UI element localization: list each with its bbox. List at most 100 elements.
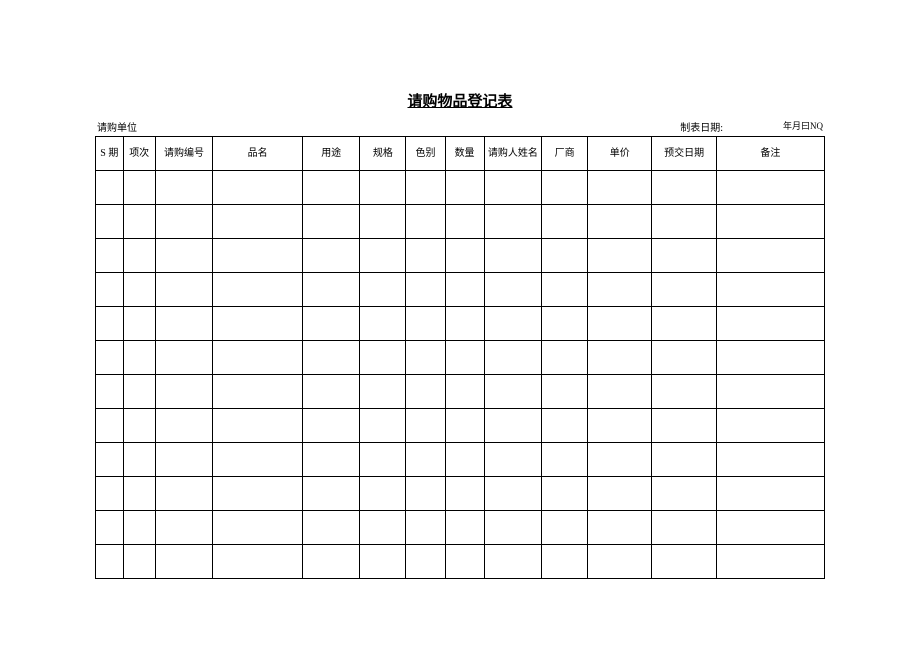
table-cell xyxy=(302,545,359,579)
table-cell xyxy=(96,409,124,443)
table-cell xyxy=(716,443,824,477)
table-cell xyxy=(360,171,406,205)
table-cell xyxy=(652,443,716,477)
document-title: 请购物品登记表 xyxy=(95,90,825,111)
table-cell xyxy=(96,205,124,239)
table-cell xyxy=(155,341,212,375)
table-cell xyxy=(588,375,652,409)
table-cell xyxy=(484,307,541,341)
table-cell xyxy=(445,545,484,579)
date-value: 年月曰NQ xyxy=(783,119,823,134)
table-cell xyxy=(588,307,652,341)
date-label: 制表日期: xyxy=(680,119,723,134)
table-cell xyxy=(155,171,212,205)
table-cell xyxy=(542,545,588,579)
table-row xyxy=(96,341,825,375)
table-cell xyxy=(360,341,406,375)
table-cell xyxy=(213,545,303,579)
table-cell xyxy=(123,375,155,409)
table-row xyxy=(96,375,825,409)
table-cell xyxy=(445,341,484,375)
table-cell xyxy=(123,239,155,273)
table-cell xyxy=(652,205,716,239)
table-cell xyxy=(484,273,541,307)
table-cell xyxy=(588,409,652,443)
header-row: 请购单位 制表日期: 年月曰NQ xyxy=(95,119,825,134)
table-cell xyxy=(484,375,541,409)
table-cell xyxy=(406,409,445,443)
table-cell xyxy=(542,307,588,341)
table-cell xyxy=(716,341,824,375)
table-cell xyxy=(406,341,445,375)
table-row xyxy=(96,511,825,545)
table-cell xyxy=(716,273,824,307)
table-cell xyxy=(213,239,303,273)
table-cell xyxy=(406,239,445,273)
table-cell xyxy=(96,273,124,307)
table-cell xyxy=(542,477,588,511)
table-cell xyxy=(652,171,716,205)
table-cell xyxy=(542,171,588,205)
table-cell xyxy=(96,239,124,273)
table-cell xyxy=(302,511,359,545)
table-row xyxy=(96,273,825,307)
table-cell xyxy=(652,341,716,375)
table-row xyxy=(96,443,825,477)
table-cell xyxy=(96,341,124,375)
table-row xyxy=(96,239,825,273)
table-cell xyxy=(716,545,824,579)
table-cell xyxy=(213,273,303,307)
table-cell xyxy=(588,273,652,307)
table-cell xyxy=(360,307,406,341)
table-cell xyxy=(445,273,484,307)
table-cell xyxy=(445,171,484,205)
table-cell xyxy=(406,307,445,341)
table-row xyxy=(96,205,825,239)
table-cell xyxy=(652,409,716,443)
table-cell xyxy=(213,341,303,375)
table-cell xyxy=(484,409,541,443)
table-cell xyxy=(484,443,541,477)
table-cell xyxy=(652,375,716,409)
column-header-10: 单价 xyxy=(588,137,652,171)
table-cell xyxy=(123,341,155,375)
table-cell xyxy=(360,511,406,545)
table-cell xyxy=(588,239,652,273)
table-cell xyxy=(588,477,652,511)
table-row xyxy=(96,545,825,579)
table-cell xyxy=(588,205,652,239)
column-header-11: 预交日期 xyxy=(652,137,716,171)
table-cell xyxy=(155,477,212,511)
document-content: 请购物品登记表 请购单位 制表日期: 年月曰NQ S 期项次请购编号品名用途规格… xyxy=(95,90,825,579)
table-cell xyxy=(484,205,541,239)
column-header-2: 请购编号 xyxy=(155,137,212,171)
table-cell xyxy=(588,171,652,205)
column-header-3: 品名 xyxy=(213,137,303,171)
table-cell xyxy=(652,239,716,273)
table-cell xyxy=(155,375,212,409)
table-cell xyxy=(302,273,359,307)
column-header-5: 规格 xyxy=(360,137,406,171)
table-cell xyxy=(360,273,406,307)
table-cell xyxy=(155,307,212,341)
table-cell xyxy=(360,375,406,409)
table-cell xyxy=(652,545,716,579)
table-cell xyxy=(588,511,652,545)
table-cell xyxy=(155,545,212,579)
table-cell xyxy=(123,307,155,341)
table-cell xyxy=(96,511,124,545)
table-cell xyxy=(155,239,212,273)
table-cell xyxy=(302,205,359,239)
column-header-7: 数量 xyxy=(445,137,484,171)
table-cell xyxy=(445,239,484,273)
table-cell xyxy=(716,205,824,239)
table-cell xyxy=(123,171,155,205)
table-cell xyxy=(542,341,588,375)
table-cell xyxy=(360,477,406,511)
table-cell xyxy=(406,511,445,545)
table-cell xyxy=(484,477,541,511)
table-cell xyxy=(123,511,155,545)
table-cell xyxy=(155,409,212,443)
table-cell xyxy=(96,171,124,205)
table-cell xyxy=(302,341,359,375)
